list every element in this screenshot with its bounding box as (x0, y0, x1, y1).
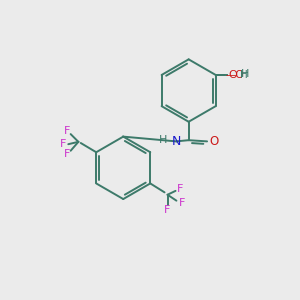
Text: H: H (241, 69, 249, 79)
Text: H: H (159, 135, 167, 145)
Text: F: F (60, 139, 66, 149)
Text: F: F (164, 205, 170, 215)
Text: H: H (240, 70, 248, 80)
Text: N: N (172, 135, 181, 148)
Text: F: F (64, 125, 70, 136)
Text: —O: —O (225, 70, 244, 80)
Text: F: F (177, 184, 183, 194)
Text: F: F (64, 149, 70, 159)
Text: O: O (228, 70, 237, 80)
Text: F: F (178, 198, 185, 208)
Text: O: O (209, 135, 218, 148)
